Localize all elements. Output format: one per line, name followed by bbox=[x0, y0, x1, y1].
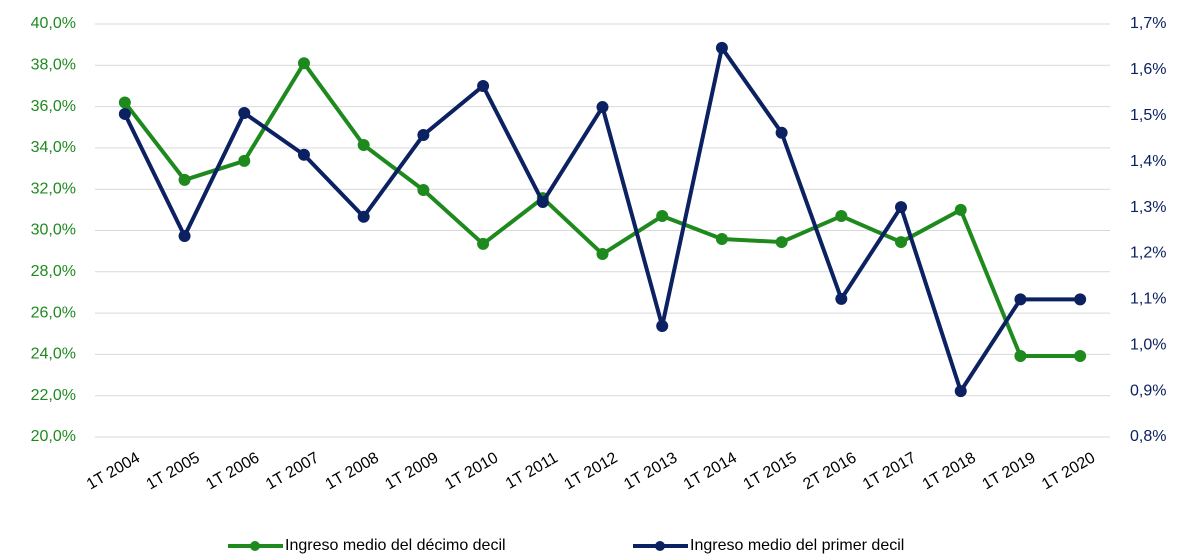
marker bbox=[835, 292, 848, 305]
y2-tick-label: 0,8% bbox=[1130, 428, 1166, 445]
y-tick-label: 32,0% bbox=[31, 180, 76, 197]
marker bbox=[297, 57, 310, 70]
marker bbox=[835, 210, 848, 223]
x-tick-label: 1T 2018 bbox=[920, 449, 979, 493]
marker bbox=[118, 96, 131, 109]
x-tick-label: 1T 2017 bbox=[860, 449, 919, 493]
x-tick-label: 1T 2019 bbox=[979, 449, 1038, 493]
legend-label: Ingreso medio del primer decil bbox=[690, 537, 904, 554]
y-tick-label: 34,0% bbox=[31, 139, 76, 156]
x-tick-label: 1T 2006 bbox=[203, 449, 262, 493]
y-tick-label: 28,0% bbox=[31, 263, 76, 280]
marker bbox=[715, 41, 728, 54]
y-tick-label: 26,0% bbox=[31, 304, 76, 321]
marker bbox=[477, 237, 490, 250]
marker bbox=[954, 385, 967, 398]
marker bbox=[477, 79, 490, 92]
x-tick-label: 1T 2011 bbox=[503, 449, 561, 492]
y2-tick-label: 1,0% bbox=[1130, 336, 1166, 353]
marker bbox=[1074, 350, 1087, 363]
y2-tick-label: 1,4% bbox=[1130, 153, 1166, 170]
x-tick-label: 1T 2009 bbox=[382, 449, 441, 493]
y-tick-label: 30,0% bbox=[31, 222, 76, 239]
x-tick-label: 1T 2014 bbox=[681, 449, 740, 493]
legend-label: Ingreso medio del décimo decil bbox=[285, 537, 506, 554]
marker bbox=[715, 232, 728, 245]
y2-tick-label: 1,2% bbox=[1130, 245, 1166, 262]
x-tick-label: 1T 2005 bbox=[144, 449, 203, 493]
legend-marker bbox=[250, 541, 260, 551]
marker bbox=[775, 236, 788, 249]
y2-tick-label: 1,7% bbox=[1130, 15, 1166, 32]
marker bbox=[417, 129, 430, 142]
marker bbox=[178, 173, 191, 186]
marker bbox=[1074, 293, 1087, 306]
marker bbox=[238, 154, 251, 167]
x-tick-label: 2T 2016 bbox=[800, 449, 859, 493]
marker bbox=[178, 230, 191, 243]
marker bbox=[656, 210, 669, 223]
marker bbox=[895, 201, 908, 214]
y-tick-label: 36,0% bbox=[31, 98, 76, 115]
y2-tick-label: 0,9% bbox=[1130, 382, 1166, 399]
marker bbox=[596, 101, 609, 114]
marker bbox=[357, 139, 370, 152]
marker bbox=[656, 319, 669, 332]
marker bbox=[1014, 293, 1027, 306]
y-tick-label: 40,0% bbox=[31, 15, 76, 32]
y2-tick-label: 1,5% bbox=[1130, 107, 1166, 124]
marker bbox=[775, 126, 788, 139]
y-tick-label: 20,0% bbox=[31, 428, 76, 445]
y2-tick-label: 1,3% bbox=[1130, 199, 1166, 216]
marker bbox=[417, 184, 430, 197]
y-tick-label: 38,0% bbox=[31, 57, 76, 74]
y-tick-label: 22,0% bbox=[31, 387, 76, 404]
x-tick-label: 1T 2008 bbox=[323, 449, 382, 493]
marker bbox=[357, 210, 370, 223]
marker bbox=[895, 236, 908, 249]
x-tick-label: 1T 2020 bbox=[1039, 449, 1098, 493]
marker bbox=[536, 196, 549, 209]
marker bbox=[1014, 350, 1027, 363]
legend-marker bbox=[655, 541, 665, 551]
x-tick-label: 1T 2015 bbox=[741, 449, 800, 493]
x-tick-label: 1T 2013 bbox=[621, 449, 680, 493]
marker bbox=[297, 148, 310, 161]
x-tick-label: 1T 2010 bbox=[442, 449, 501, 493]
marker bbox=[238, 107, 251, 120]
marker bbox=[118, 107, 131, 120]
marker bbox=[596, 248, 609, 261]
marker bbox=[954, 203, 967, 216]
y2-tick-label: 1,1% bbox=[1130, 291, 1166, 308]
x-tick-label: 1T 2007 bbox=[263, 449, 322, 493]
y-tick-label: 24,0% bbox=[31, 346, 76, 363]
x-tick-label: 1T 2004 bbox=[84, 449, 143, 493]
x-tick-label: 1T 2012 bbox=[562, 449, 621, 493]
y2-tick-label: 1,6% bbox=[1130, 61, 1166, 78]
series-line bbox=[123, 45, 1081, 394]
